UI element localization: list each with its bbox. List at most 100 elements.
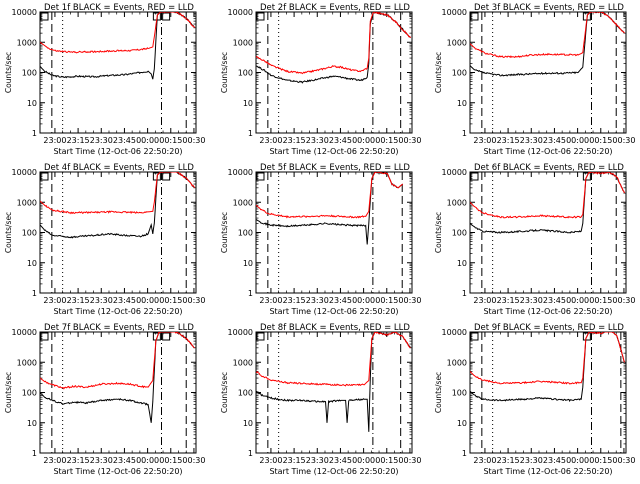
y-axis-label: Counts/sec — [220, 52, 229, 93]
plot-frame — [255, 171, 413, 294]
y-tick-label: 10 — [27, 419, 37, 428]
x-axis-label: Start Time (12-Oct-06 22:50:20) — [483, 467, 612, 476]
x-tick-label: 23:45 — [113, 296, 136, 305]
data-area — [40, 332, 195, 453]
x-tick-label: 23:45 — [329, 456, 352, 465]
x-tick-label: 23:15 — [497, 136, 520, 145]
y-tick-label: 100 — [452, 229, 467, 238]
y-tick-label: 10 — [457, 419, 467, 428]
x-tick-label: 00:30 — [182, 296, 205, 305]
x-tick-label: 23:00 — [43, 136, 66, 145]
data-area — [470, 332, 625, 453]
y-tick-label: 1000 — [447, 198, 467, 207]
x-tick-label: 23:30 — [306, 456, 329, 465]
time-box-marker — [162, 12, 171, 21]
y-tick-label: 10 — [457, 259, 467, 268]
detector-panel-6: Det 6f BLACK = Events, RED = LLD Counts/s… — [434, 163, 635, 316]
series-line-events — [470, 172, 625, 234]
x-tick-label: 23:45 — [329, 136, 352, 145]
y-tick-label: 10000 — [442, 8, 467, 17]
x-tick-label: 23:15 — [283, 136, 306, 145]
time-box-marker — [162, 172, 171, 181]
x-tick-label: 23:30 — [520, 456, 543, 465]
y-tick-label: 100 — [452, 389, 467, 398]
time-box-marker — [582, 172, 591, 181]
x-tick-label: 23:15 — [497, 296, 520, 305]
y-axis-label: Counts/sec — [434, 212, 443, 253]
x-tick-label: 00:15 — [159, 296, 182, 305]
x-tick-label: 23:45 — [543, 456, 566, 465]
x-tick-label: 23:30 — [90, 456, 113, 465]
x-tick-label: 00:30 — [182, 456, 205, 465]
x-tick-label: 23:15 — [67, 296, 90, 305]
y-tick-label: 1 — [32, 449, 37, 458]
y-tick-label: 1 — [248, 129, 253, 138]
x-tick-label: 23:30 — [520, 136, 543, 145]
series-line-events — [40, 172, 195, 239]
time-box-marker — [470, 172, 479, 181]
y-tick-label: 10 — [27, 99, 37, 108]
y-tick-label: 100 — [22, 389, 37, 398]
detector-panel-5: Det 5f BLACK = Events, RED = LLD Counts/s… — [220, 163, 421, 316]
time-box-marker — [256, 12, 265, 21]
y-tick-label: 10000 — [12, 8, 37, 17]
x-tick-label: 00:00 — [352, 296, 375, 305]
plot-frame — [255, 331, 413, 454]
x-tick-label: 23:15 — [67, 456, 90, 465]
series-line-lld — [256, 12, 411, 75]
x-tick-label: 23:15 — [67, 136, 90, 145]
plot-frame — [255, 11, 413, 134]
y-tick-label: 1 — [248, 289, 253, 298]
series-line-events — [40, 12, 195, 80]
panel-title: Det 4f BLACK = Events, RED = LLD — [44, 163, 194, 173]
x-tick-label: 00:15 — [375, 136, 398, 145]
y-tick-label: 1000 — [233, 358, 253, 367]
y-tick-label: 10000 — [228, 168, 253, 177]
x-tick-label: 00:00 — [352, 456, 375, 465]
series-line-events — [256, 12, 411, 84]
data-area — [470, 172, 625, 293]
series-line-lld — [470, 12, 625, 59]
y-axis-label: Counts/sec — [434, 372, 443, 413]
series-line-events — [470, 332, 625, 403]
series-line-lld — [256, 172, 404, 219]
y-tick-label: 1000 — [447, 358, 467, 367]
y-tick-label: 1000 — [233, 198, 253, 207]
y-tick-label: 1000 — [233, 38, 253, 47]
time-box-marker — [162, 332, 171, 341]
y-tick-label: 10000 — [12, 328, 37, 337]
y-tick-label: 10000 — [228, 328, 253, 337]
x-tick-label: 23:00 — [473, 136, 496, 145]
time-box-marker — [40, 172, 49, 181]
detector-panel-9: Det 9f BLACK = Events, RED = LLD Counts/s… — [434, 323, 635, 476]
x-tick-label: 00:00 — [136, 296, 159, 305]
x-tick-label: 00:00 — [136, 136, 159, 145]
x-tick-label: 23:45 — [543, 136, 566, 145]
time-box-marker — [152, 332, 161, 341]
x-tick-label: 23:45 — [329, 296, 352, 305]
plot-frame — [469, 171, 627, 294]
x-tick-label: 00:15 — [159, 136, 182, 145]
series-line-lld — [40, 172, 195, 215]
x-axis-label: Start Time (12-Oct-06 22:50:20) — [483, 307, 612, 316]
x-tick-label: 00:30 — [182, 136, 205, 145]
x-tick-label: 00:30 — [612, 456, 635, 465]
y-axis-label: Counts/sec — [220, 212, 229, 253]
series-line-lld — [40, 332, 195, 390]
data-area — [256, 172, 404, 293]
x-tick-label: 23:30 — [306, 296, 329, 305]
data-area — [40, 12, 195, 133]
x-tick-label: 00:15 — [589, 136, 612, 145]
x-tick-label: 23:00 — [259, 136, 282, 145]
x-tick-label: 23:45 — [113, 456, 136, 465]
y-tick-label: 10 — [457, 99, 467, 108]
x-tick-label: 00:30 — [612, 296, 635, 305]
time-box-marker — [40, 332, 49, 341]
y-axis-label: Counts/sec — [4, 212, 13, 253]
x-tick-label: 00:15 — [589, 296, 612, 305]
y-tick-label: 1000 — [17, 358, 37, 367]
x-tick-label: 00:15 — [375, 456, 398, 465]
x-tick-label: 23:30 — [90, 296, 113, 305]
